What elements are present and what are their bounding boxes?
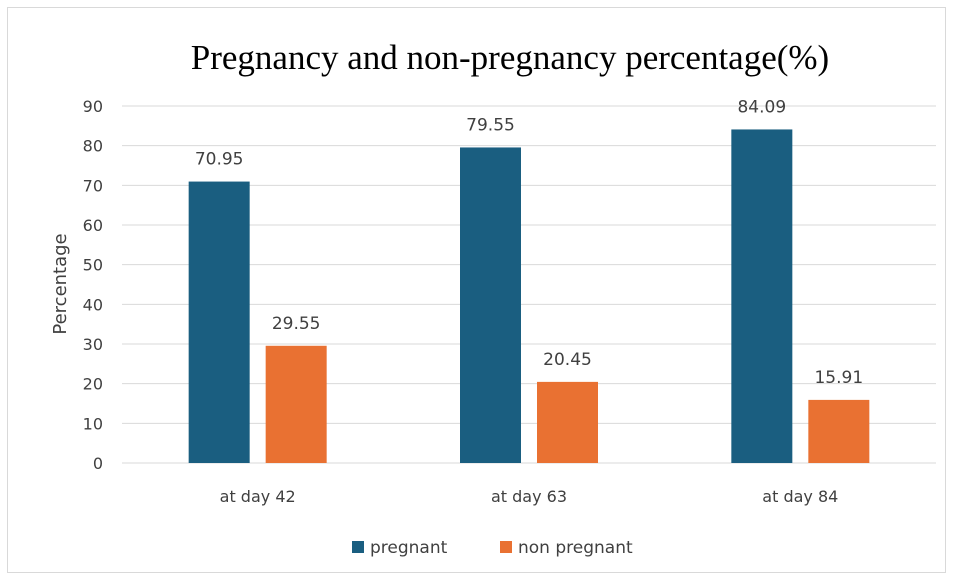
- legend-label: pregnant: [370, 538, 448, 558]
- y-tick-label: 0: [93, 454, 103, 473]
- x-category-label: at day 42: [220, 487, 296, 506]
- data-label: 84.09: [737, 97, 786, 117]
- y-tick-label: 50: [83, 256, 103, 275]
- data-label: 15.91: [814, 368, 863, 388]
- bar-pregnant: [188, 181, 250, 463]
- y-tick-label: 90: [83, 97, 103, 116]
- legend-label: non pregnant: [518, 538, 633, 558]
- legend-swatch: [500, 541, 512, 553]
- data-labels: 70.95 29.55 79.55 20.45 84.09 15.91: [195, 97, 863, 387]
- gridlines: [122, 105, 936, 464]
- legend-swatch: [352, 541, 364, 553]
- bar-non-pregnant: [265, 345, 327, 463]
- y-tick-label: 60: [83, 216, 103, 235]
- bars: [188, 129, 870, 463]
- data-label: 29.55: [272, 314, 321, 334]
- bar-non-pregnant: [808, 399, 870, 463]
- y-tick-label: 20: [83, 375, 103, 394]
- y-axis-ticks: 0 10 20 30 40 50 60 70 80 90: [83, 97, 103, 473]
- data-label: 70.95: [195, 150, 244, 170]
- y-axis-label: Percentage: [50, 233, 71, 334]
- y-tick-label: 40: [83, 295, 103, 314]
- legend: pregnant non pregnant: [352, 538, 633, 558]
- bar-pregnant: [731, 129, 793, 463]
- y-tick-label: 30: [83, 335, 103, 354]
- x-category-label: at day 63: [491, 487, 567, 506]
- data-label: 79.55: [466, 115, 515, 135]
- bar-pregnant: [460, 147, 521, 463]
- bar-non-pregnant: [537, 381, 598, 463]
- y-tick-label: 80: [83, 137, 103, 156]
- x-axis-categories: at day 42 at day 63 at day 84: [220, 487, 839, 506]
- y-tick-label: 70: [83, 176, 103, 195]
- chart-title: Pregnancy and non-pregnancy percentage(%…: [191, 38, 829, 77]
- data-label: 20.45: [543, 350, 592, 370]
- y-tick-label: 10: [83, 414, 103, 433]
- x-category-label: at day 84: [762, 487, 838, 506]
